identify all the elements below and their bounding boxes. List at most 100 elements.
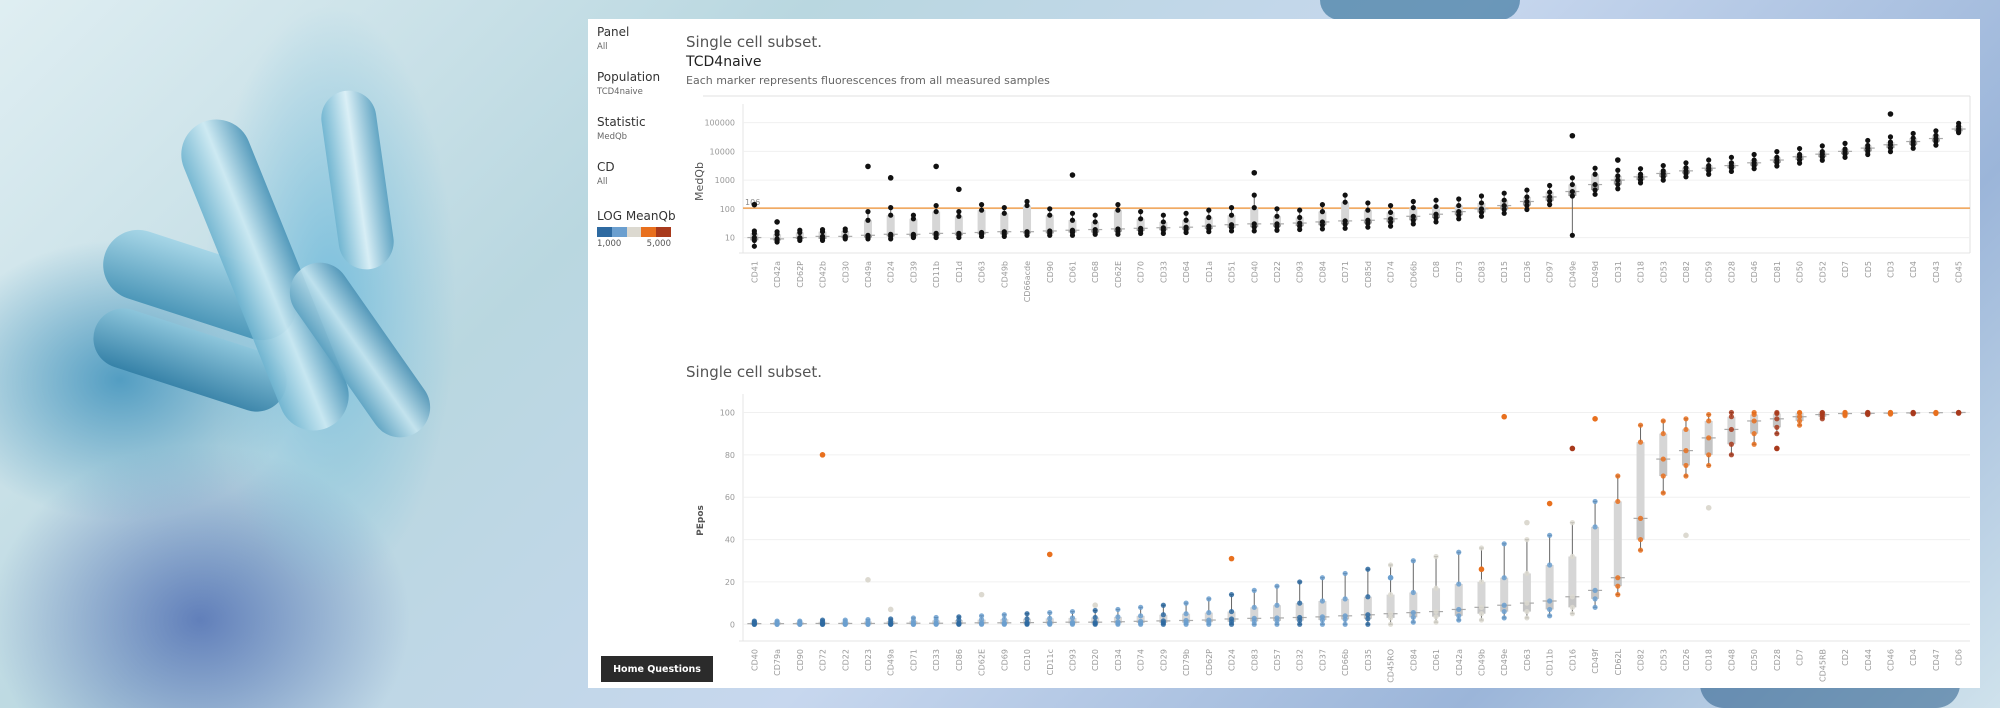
x-tick-label: CD29: [1159, 649, 1168, 671]
filter-population[interactable]: Population TCD4naive: [597, 70, 660, 97]
y-tick-label: 0: [730, 620, 735, 629]
box-group: [1224, 592, 1239, 627]
sample-dot: [1092, 614, 1098, 621]
sample-dot: [1615, 186, 1621, 192]
sample-dot: [1865, 409, 1871, 416]
sample-dot: [1796, 422, 1803, 428]
sample-dot: [1592, 187, 1598, 193]
box-upper: [1250, 207, 1259, 224]
sample-dot: [1387, 615, 1394, 621]
x-tick-label: CD7: [1796, 649, 1805, 666]
x-tick-label: CD71: [909, 649, 918, 671]
sample-dot: [1001, 229, 1007, 235]
sample-dot: [1728, 426, 1735, 433]
x-tick-label: CD42a: [773, 261, 782, 288]
filter-value[interactable]: All: [597, 42, 608, 52]
sample-dot: [1251, 192, 1257, 198]
sample-dot: [1387, 209, 1394, 216]
sample-dot: [888, 231, 894, 237]
sample-dot: [751, 228, 757, 234]
box-group: [1769, 149, 1784, 169]
sample-dot: [1524, 570, 1530, 577]
x-tick-label: CD46: [1750, 261, 1759, 283]
box-group: [815, 617, 830, 627]
box-upper: [1659, 433, 1668, 460]
sample-dot: [1160, 618, 1166, 624]
filter-value[interactable]: TCD4naive: [597, 87, 643, 97]
outlier-point: [1546, 500, 1553, 507]
sample-dot: [1547, 606, 1553, 613]
sample-dot: [751, 618, 757, 624]
sample-dot: [1228, 222, 1235, 228]
sample-dot: [1138, 604, 1144, 610]
sample-dot: [1478, 200, 1485, 206]
filter-panel[interactable]: Panel All: [597, 25, 629, 52]
box-group: [1065, 608, 1080, 627]
x-tick-label: CD37: [1318, 649, 1327, 671]
box-upper: [1477, 202, 1486, 209]
sample-dot: [1910, 135, 1916, 141]
box-group: [1065, 210, 1080, 238]
sample-dot: [1683, 160, 1689, 166]
filter-value[interactable]: All: [597, 177, 608, 187]
sample-dot: [1319, 598, 1326, 604]
outlier-point: [1092, 602, 1098, 609]
x-tick-label: CD18: [1705, 649, 1714, 671]
filter-cd[interactable]: CD All: [597, 160, 615, 187]
x-tick-label: CD8: [1432, 261, 1441, 278]
x-tick-label: CD33: [1159, 261, 1168, 283]
box-group: [1838, 140, 1853, 160]
sample-dot: [1683, 416, 1689, 422]
sample-dot: [1092, 619, 1098, 625]
sample-dot: [1319, 226, 1326, 232]
sample-dot: [1865, 137, 1871, 144]
sample-dot: [1410, 213, 1416, 219]
sample-dot: [1728, 154, 1735, 160]
sample-dot: [1637, 171, 1644, 177]
x-tick-label: CD49b: [1477, 649, 1486, 676]
sample-dot: [1706, 157, 1712, 163]
box-group: [1724, 154, 1739, 175]
box-lower: [1591, 184, 1600, 191]
filter-statistic[interactable]: Statistic MedQb: [597, 115, 646, 142]
box-group: [1133, 209, 1148, 236]
sample-dot: [1410, 610, 1416, 616]
sample-dot: [1024, 619, 1030, 626]
sample-dot: [1887, 409, 1894, 416]
box-group: [1360, 200, 1375, 230]
sample-dot: [1569, 181, 1575, 188]
x-tick-label: CD49f: [1591, 649, 1600, 674]
sample-dot: [1206, 214, 1212, 221]
box-lower: [1659, 459, 1668, 477]
filter-value[interactable]: MedQb: [597, 132, 628, 142]
sample-dot: [1660, 473, 1666, 479]
box-upper: [1204, 217, 1213, 227]
sample-dot: [1501, 602, 1507, 608]
box-upper: [1182, 613, 1191, 621]
sample-dot: [1615, 173, 1621, 179]
sample-dot: [1138, 225, 1144, 231]
sample-dot: [1796, 418, 1803, 424]
home-questions-button[interactable]: Home Questions: [601, 656, 713, 682]
box-group: [929, 614, 944, 627]
sample-dot: [1274, 602, 1280, 608]
legend-swatch: [641, 227, 657, 237]
sample-dot: [1138, 209, 1144, 215]
x-tick-label: CD86: [955, 649, 964, 671]
box-lower: [1545, 600, 1554, 610]
x-tick-label: CD23: [864, 649, 873, 671]
outlier-point: [1478, 566, 1485, 573]
outlier-point: [956, 186, 962, 193]
sample-dot: [1365, 594, 1371, 600]
x-tick-label: CD63: [1523, 649, 1532, 671]
sample-dot: [1183, 600, 1189, 606]
box-group: [1678, 160, 1693, 180]
box-group: [1474, 193, 1489, 219]
box-group: [1792, 145, 1807, 166]
y-tick-label: 20: [725, 578, 735, 587]
sample-dot: [956, 213, 962, 219]
sample-dot: [1228, 616, 1235, 622]
sample-dot: [1092, 226, 1098, 233]
x-tick-label: CD69: [1000, 649, 1009, 671]
sample-dot: [1774, 149, 1780, 155]
